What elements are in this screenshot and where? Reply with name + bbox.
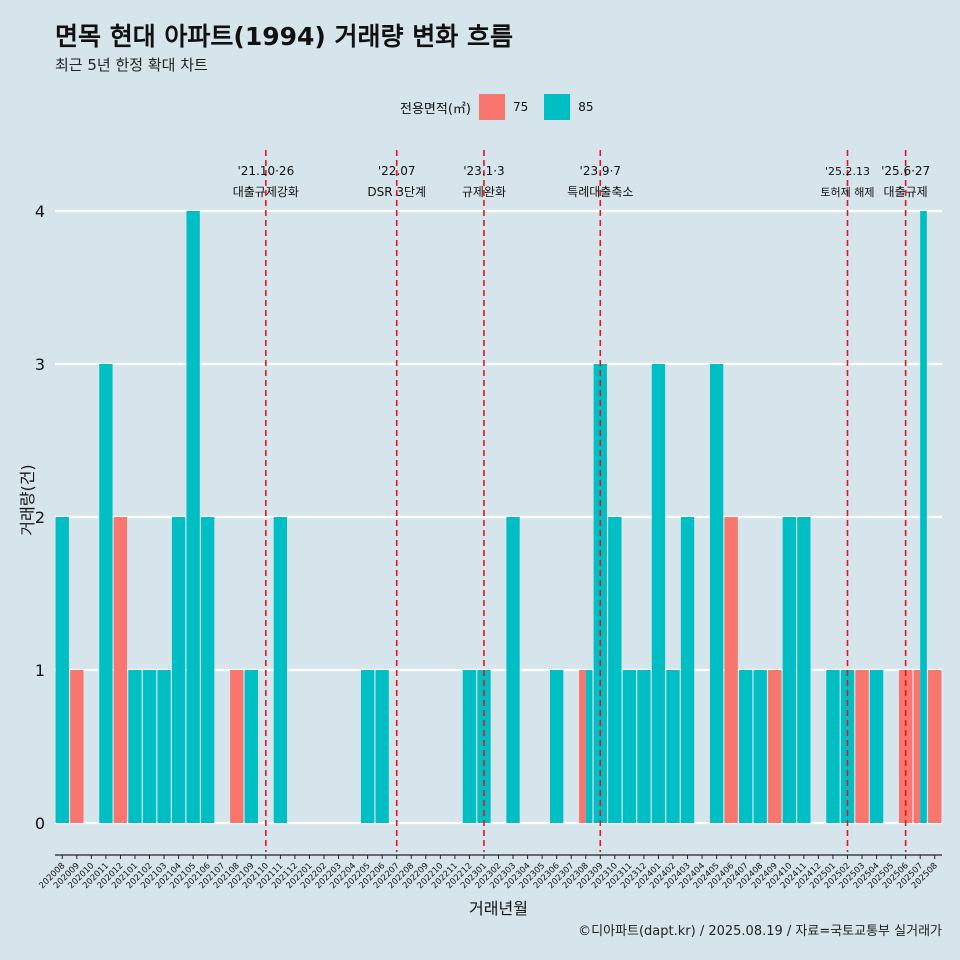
bar-85-202410 [782,517,796,823]
bar-85-202106 [201,517,215,823]
bar-85-202206 [375,670,389,823]
legend-swatch-75 [478,94,505,120]
bar-85-202507 [920,211,927,823]
y-axis-title: 거래량(건) [18,464,37,535]
bar-75-202506 [898,670,913,823]
y-tick-label: 0 [35,814,45,833]
bar-85-202205 [360,670,375,823]
bar-85-202401 [651,364,666,823]
bar-85-202111 [273,517,288,823]
bar-85-202303 [506,517,520,823]
bar-85-202310 [608,517,622,823]
bar-75-202108 [230,670,244,823]
event-date-label: '23.1·3 [463,164,504,178]
bar-85-202011 [99,364,113,823]
event-name-label: 토허제 해제 [820,185,874,199]
bar-75-202409 [768,670,782,823]
bar-85-202103 [157,670,171,823]
bar-85-202306 [549,670,564,823]
y-tick-label: 4 [35,202,45,221]
bar-85-202101 [128,670,142,823]
bar-75-202012 [113,517,128,823]
legend-label-75: 75 [512,100,529,114]
event-date-label: '25.6·27 [881,164,930,178]
bar-85-202104 [171,517,186,823]
event-name-label: 규제완화 [462,185,506,199]
event-name-label: 대출규제강화 [233,185,299,199]
legend-swatch-85 [544,94,571,120]
event-name-label: 대출규제 [884,185,928,199]
chart-subtitle: 최근 5년 한정 확대 차트 [55,56,208,74]
bar-85-202308 [585,670,593,823]
bar-85-202102 [142,670,157,823]
y-tick-label: 1 [35,661,45,680]
bar-85-202502 [840,670,855,823]
bar-75-202406 [724,517,738,823]
bar-85-202501 [826,670,840,823]
bar-85-202109 [244,670,258,823]
bar-85-202008 [55,517,69,823]
bar-85-202405 [709,364,724,823]
bar-85-202312 [637,670,651,823]
bar-85-202212 [462,670,477,823]
bar-85-202411 [797,517,811,823]
bar-85-202105 [186,211,200,823]
y-tick-label: 2 [35,508,45,527]
bar-75-202009 [70,670,84,823]
bar-85-202504 [869,670,884,823]
event-name-label: DSR 3단계 [367,185,426,199]
bar-85-202301 [477,670,491,823]
legend: 전용면적(㎡) 75 85 [400,93,610,121]
bar-75-202507 [913,670,921,823]
bar-75-202508 [928,670,942,823]
event-name-label: 특례대출축소 [567,185,633,199]
event-date-label: '23.9·7 [580,164,621,178]
legend-title: 전용면적(㎡) [400,101,471,117]
event-date-label: '25.2.13 [825,165,870,178]
bar-85-202402 [666,670,680,823]
x-axis-title: 거래년월 [469,899,528,918]
chart-title: 면목 현대 아파트(1994) 거래량 변화 흐름 [55,22,513,51]
event-date-label: '21.10·26 [237,164,294,178]
bar-85-202408 [753,670,767,823]
y-tick-label: 3 [35,355,45,374]
bar-85-202403 [680,517,695,823]
bar-85-202311 [622,670,637,823]
bar-75-202503 [855,670,869,823]
event-date-label: '22.07 [378,164,416,178]
legend-label-85: 85 [578,100,594,114]
bar-85-202407 [739,670,753,823]
bar-75-202308 [579,670,586,823]
caption: ©디아파트(dapt.kr) / 2025.08.19 / 자료=국토교통부 실… [578,924,942,939]
